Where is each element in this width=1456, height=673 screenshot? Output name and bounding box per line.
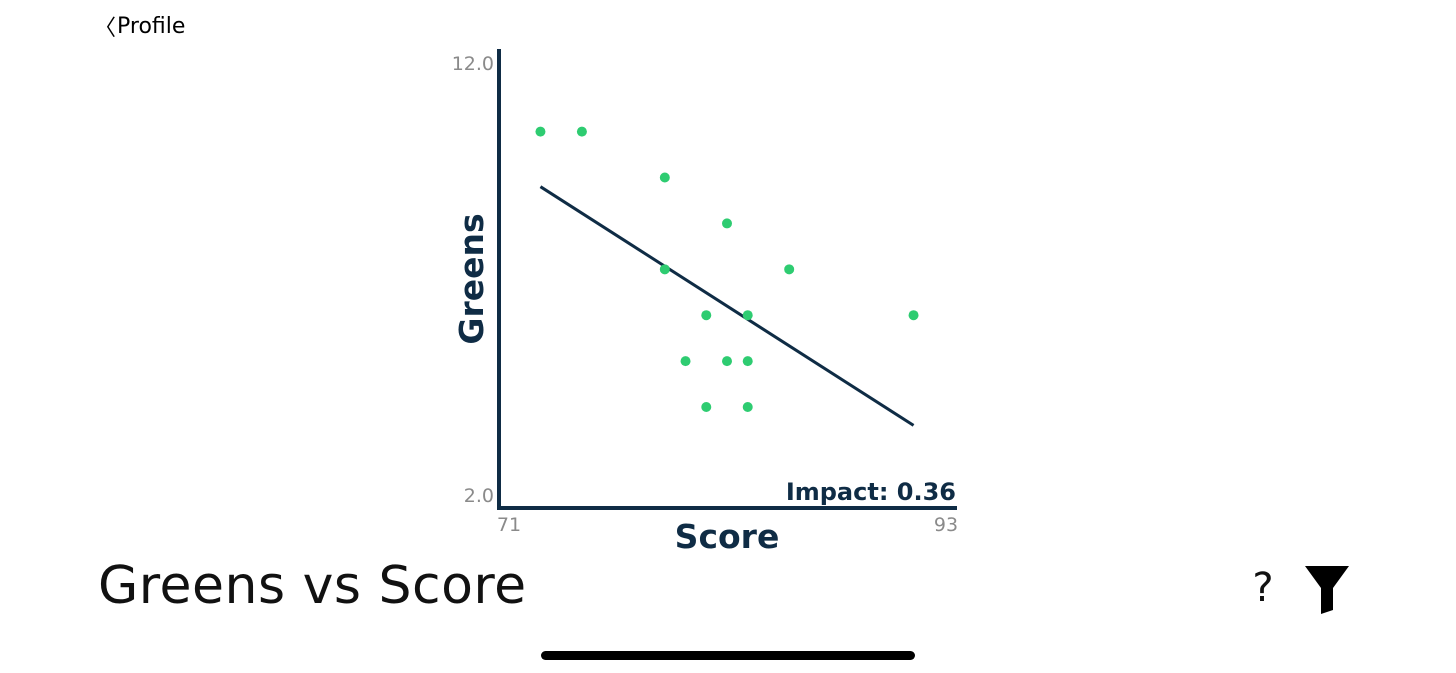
back-button[interactable]: 〈 Profile (94, 10, 185, 42)
impact-annotation: Impact: 0.36 (786, 478, 956, 506)
y-tick-label-top: 12.0 (452, 53, 494, 75)
data-point-3 (659, 172, 670, 183)
data-point-7 (701, 310, 712, 321)
chevron-left-icon: 〈 (94, 16, 117, 41)
back-label: Profile (117, 13, 186, 39)
data-point-4 (722, 218, 732, 229)
help-button[interactable]: ? (1252, 565, 1274, 611)
data-point-14 (742, 402, 753, 413)
data-point-1 (535, 126, 546, 137)
y-tick-label-bottom: 2.0 (464, 485, 494, 507)
data-point-2 (576, 126, 587, 137)
chart-axes (497, 49, 957, 510)
data-points (535, 126, 919, 413)
data-point-12 (742, 356, 753, 367)
x-tick-label-right: 93 (934, 514, 958, 536)
data-point-13 (701, 402, 712, 413)
data-point-9 (908, 310, 919, 321)
filter-button[interactable] (1302, 563, 1352, 617)
page-title: Greens vs Score (98, 556, 527, 616)
x-axis-title: Score (675, 517, 780, 556)
home-indicator (541, 651, 915, 660)
data-point-6 (784, 264, 795, 275)
data-point-10 (680, 356, 691, 367)
trend-line-group (539, 185, 915, 427)
trend-line (539, 185, 915, 427)
x-tick-label-left: 71 (497, 514, 521, 536)
data-point-5 (659, 264, 670, 275)
data-point-11 (722, 356, 732, 367)
scatter-chart: 12.0 2.071 93 Score Greens Impact: 0.36 (452, 49, 958, 556)
chart-labels: 12.0 2.071 93 Score Greens Impact: 0.36 (452, 53, 958, 556)
data-point-8 (742, 310, 753, 321)
funnel-icon (1305, 566, 1349, 614)
y-axis-title: Greens (452, 213, 491, 344)
